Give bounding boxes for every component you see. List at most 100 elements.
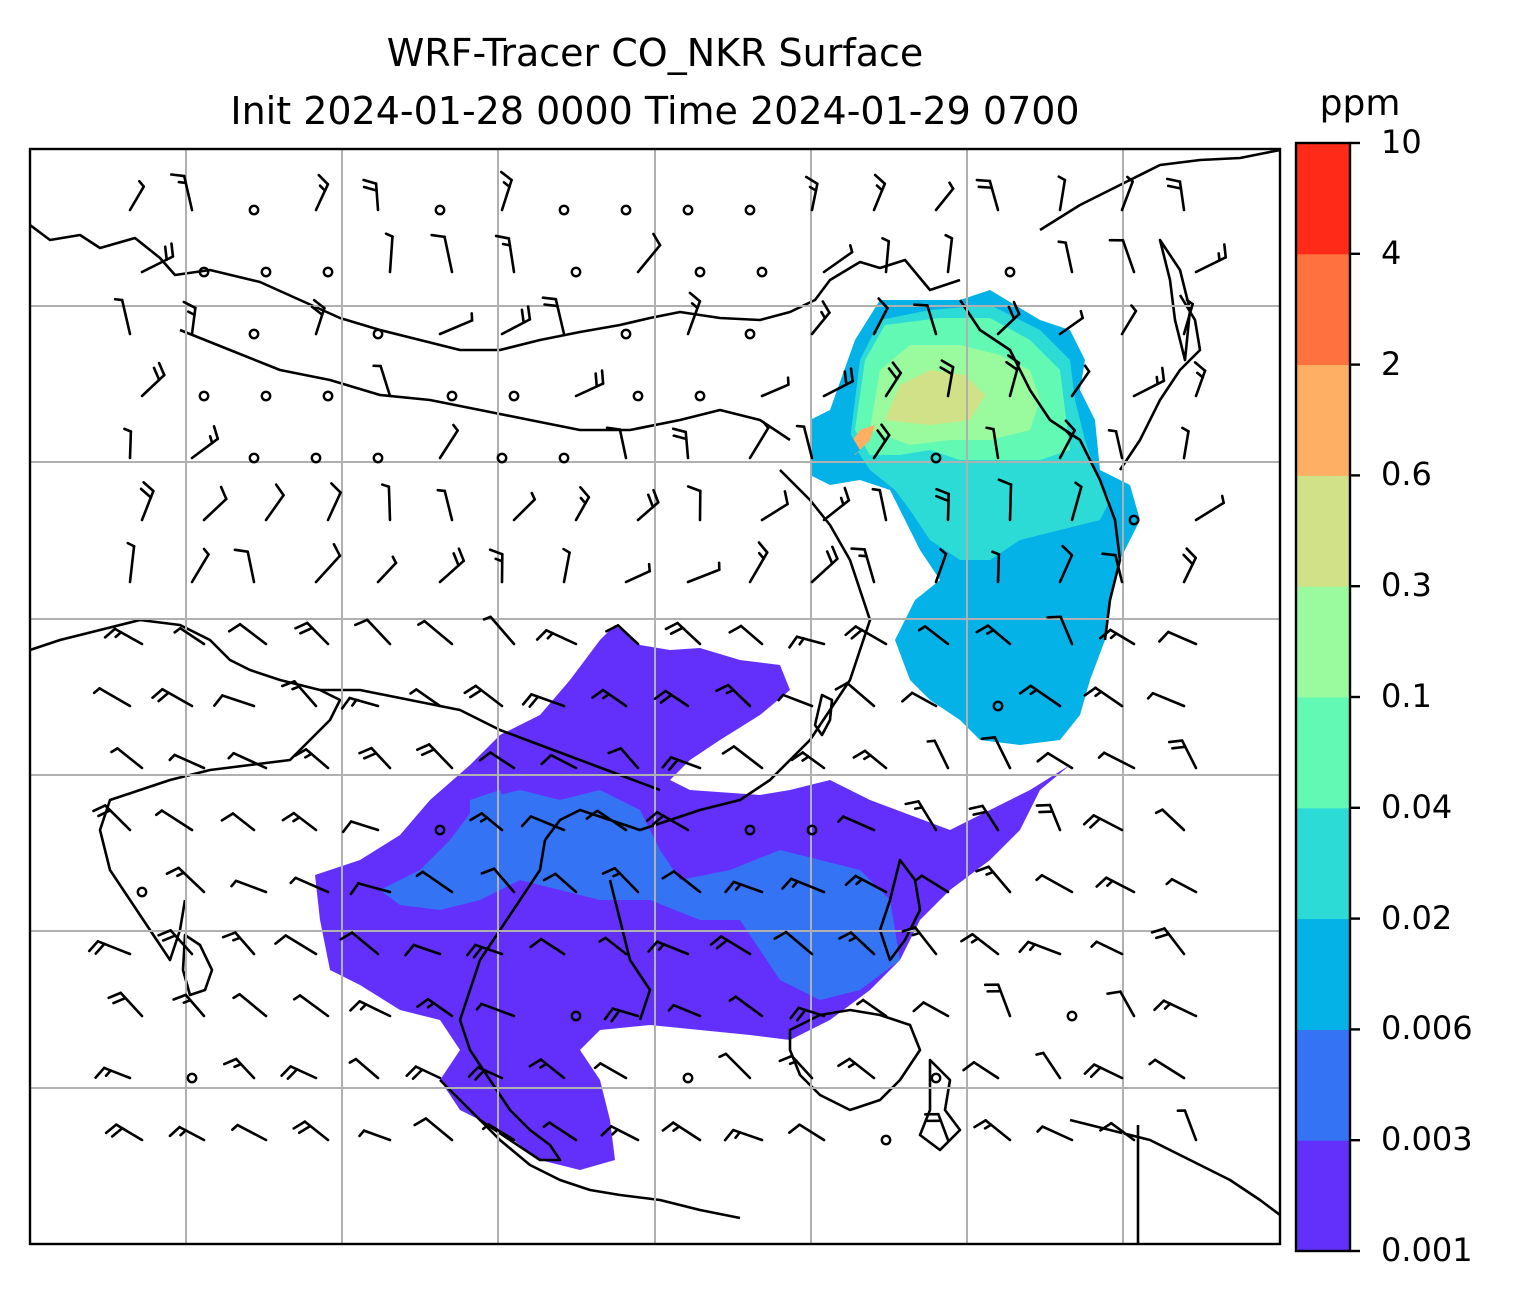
wind-barb <box>413 1117 454 1142</box>
wind-barb <box>416 997 454 1018</box>
wind-barb <box>709 935 752 956</box>
wind-barb <box>542 1121 578 1142</box>
wind-barb <box>852 749 888 770</box>
calm-wind-marker <box>1004 266 1016 278</box>
wind-barb <box>760 376 790 398</box>
calm-wind-marker <box>744 204 756 216</box>
wind-barb <box>289 876 330 894</box>
wind-barb <box>748 541 769 584</box>
wind-barb <box>601 866 640 894</box>
wind-barb <box>600 1125 640 1142</box>
wind-barb <box>113 297 132 336</box>
wind-barb <box>822 486 851 522</box>
calm-wind-marker <box>880 1134 892 1146</box>
wind-barb <box>788 635 826 649</box>
colorbar <box>1294 141 1360 1253</box>
calm-wind-marker <box>260 266 272 278</box>
coastline-sumatra <box>439 1079 621 1197</box>
wind-barb <box>1165 177 1186 212</box>
wind-barb <box>598 936 628 956</box>
wind-barb <box>340 696 380 710</box>
calm-wind-marker <box>186 1072 198 1084</box>
wind-barb <box>574 369 605 398</box>
wind-barb <box>348 1057 380 1080</box>
wind-barb <box>222 1057 256 1080</box>
wind-barb <box>1106 990 1136 1018</box>
colorbar-tick-label: 4 <box>1381 233 1402 272</box>
calm-wind-marker <box>248 452 260 464</box>
concentration-field <box>315 290 1140 1170</box>
wind-barb <box>542 872 578 894</box>
wind-barb <box>168 1125 206 1142</box>
wind-barb <box>822 244 854 274</box>
calm-wind-marker <box>248 328 260 340</box>
wind-barb <box>274 934 318 956</box>
wind-barb <box>292 1120 330 1142</box>
wind-barb <box>975 624 1012 646</box>
calm-wind-marker <box>198 266 210 278</box>
colorbar-segment-7 <box>1296 364 1350 476</box>
wind-barb <box>339 931 380 956</box>
calm-wind-marker <box>682 1072 694 1084</box>
calm-wind-marker <box>930 452 942 464</box>
wind-barb <box>349 1000 392 1018</box>
border-china-south <box>320 688 661 792</box>
wind-barb <box>1154 808 1186 832</box>
wind-barb <box>430 233 454 274</box>
wind-barb <box>603 1007 640 1023</box>
calm-wind-marker <box>558 204 570 216</box>
wind-barb <box>926 739 950 770</box>
wind-barb <box>838 931 876 956</box>
colorbar-segment-3 <box>1296 807 1350 920</box>
wind-barbs <box>87 170 1228 1146</box>
wind-barb <box>795 424 814 460</box>
wind-barb <box>165 866 206 894</box>
wind-barb <box>1097 751 1136 770</box>
calm-wind-marker <box>310 452 322 464</box>
wind-barb <box>535 629 578 646</box>
wind-barb <box>1083 686 1124 708</box>
wind-barb <box>341 820 380 834</box>
wind-barb <box>540 753 578 770</box>
wind-barb <box>664 621 702 646</box>
wind-barb <box>1035 873 1074 894</box>
wind-barb <box>500 305 532 336</box>
wind-barb <box>310 298 326 336</box>
calm-wind-marker <box>694 390 706 402</box>
coastline-sakhalin <box>1158 238 1192 362</box>
plume-south-patch <box>470 790 510 830</box>
colorbar-unit-label: ppm <box>1319 83 1401 124</box>
calm-wind-marker <box>322 390 334 402</box>
wind-barb <box>1176 1109 1198 1142</box>
coastline-japan-honshu <box>1118 294 1202 471</box>
calm-wind-marker <box>632 390 644 402</box>
wind-barb <box>220 812 256 832</box>
wind-barb <box>871 487 888 522</box>
wind-barb <box>190 547 210 584</box>
wind-barb <box>934 181 955 212</box>
colorbar-tick-label: 10 <box>1381 123 1422 161</box>
calm-wind-marker <box>558 452 570 464</box>
coastline-china-east <box>669 469 872 822</box>
calm-wind-marker <box>260 390 272 402</box>
wind-barb <box>494 234 516 274</box>
colorbar-segment-5 <box>1296 586 1350 698</box>
wind-barb <box>482 615 516 646</box>
wind-barb <box>924 1112 950 1142</box>
wind-barb <box>1095 876 1136 894</box>
wind-barb <box>721 745 764 770</box>
calm-wind-marker <box>806 824 818 836</box>
wind-barb <box>728 995 764 1018</box>
wind-barb <box>844 625 888 646</box>
wind-barb <box>975 178 1000 212</box>
wind-barb <box>1150 927 1186 956</box>
wind-barb <box>1083 1063 1124 1080</box>
wind-barb <box>1090 940 1124 956</box>
colorbar-tick-label: 0.6 <box>1381 455 1432 494</box>
border-korea-china <box>958 299 1122 641</box>
wind-barb <box>1120 304 1138 336</box>
wind-barb <box>804 175 819 212</box>
wind-barb <box>405 1065 442 1081</box>
wind-barb <box>358 1129 392 1142</box>
wind-barb <box>1005 354 1021 398</box>
